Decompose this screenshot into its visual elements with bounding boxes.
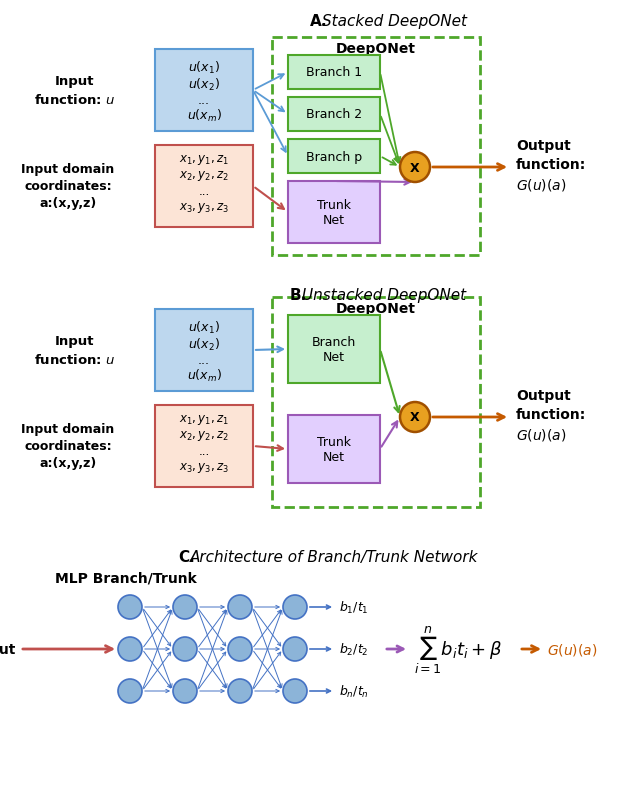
Text: $u(x_1)$: $u(x_1)$	[188, 60, 220, 76]
FancyBboxPatch shape	[288, 56, 380, 90]
Circle shape	[400, 153, 430, 183]
FancyBboxPatch shape	[155, 50, 253, 132]
Circle shape	[228, 595, 252, 619]
FancyBboxPatch shape	[155, 310, 253, 391]
Text: $u(x_1)$: $u(x_1)$	[188, 320, 220, 336]
Circle shape	[283, 679, 307, 703]
Text: DeepONet: DeepONet	[336, 302, 416, 316]
Text: $\sum_{i=1}^{n}b_it_i+\beta$: $\sum_{i=1}^{n}b_it_i+\beta$	[414, 623, 502, 675]
Text: $x_3,y_3,z_3$: $x_3,y_3,z_3$	[179, 460, 229, 475]
Circle shape	[118, 679, 142, 703]
FancyBboxPatch shape	[155, 146, 253, 228]
Text: Trunk
Net: Trunk Net	[317, 199, 351, 227]
Text: Trunk
Net: Trunk Net	[317, 435, 351, 464]
Text: $x_1,y_1,z_1$: $x_1,y_1,z_1$	[179, 153, 229, 167]
Text: Unstacked DeepONet: Unstacked DeepONet	[302, 288, 466, 302]
Text: $x_2,y_2,z_2$: $x_2,y_2,z_2$	[179, 168, 229, 183]
Text: $G(u)(a)$: $G(u)(a)$	[547, 642, 598, 657]
Text: $x_3,y_3,z_3$: $x_3,y_3,z_3$	[179, 200, 229, 215]
Text: $u(x_m)$: $u(x_m)$	[186, 107, 221, 124]
Circle shape	[228, 638, 252, 661]
Circle shape	[228, 679, 252, 703]
Text: B.: B.	[290, 288, 307, 302]
FancyBboxPatch shape	[288, 316, 380, 383]
Circle shape	[283, 595, 307, 619]
Text: $x_2,y_2,z_2$: $x_2,y_2,z_2$	[179, 428, 229, 443]
Text: Branch 1: Branch 1	[306, 67, 362, 79]
Text: $u(x_m)$: $u(x_m)$	[186, 367, 221, 383]
Text: ...: ...	[198, 94, 210, 107]
Text: Stacked DeepONet: Stacked DeepONet	[322, 14, 467, 29]
FancyBboxPatch shape	[155, 406, 253, 488]
Circle shape	[173, 679, 197, 703]
Circle shape	[283, 638, 307, 661]
Text: ...: ...	[198, 184, 210, 198]
Circle shape	[118, 595, 142, 619]
Text: $b_n/t_n$: $b_n/t_n$	[339, 683, 369, 699]
Text: C.: C.	[178, 549, 195, 565]
Text: MLP Branch/Trunk: MLP Branch/Trunk	[55, 571, 196, 585]
Text: Branch 2: Branch 2	[306, 108, 362, 121]
Text: Input: Input	[0, 642, 16, 656]
Circle shape	[400, 403, 430, 432]
FancyBboxPatch shape	[288, 415, 380, 484]
Text: $u(x_2)$: $u(x_2)$	[188, 337, 220, 353]
Circle shape	[173, 638, 197, 661]
Text: Branch p: Branch p	[306, 150, 362, 164]
Text: Input
function: $u$: Input function: $u$	[34, 75, 116, 107]
Text: Output
function:
$G(u)(a)$: Output function: $G(u)(a)$	[516, 389, 586, 442]
FancyBboxPatch shape	[288, 182, 380, 244]
Text: A.: A.	[310, 14, 328, 29]
Text: X: X	[410, 161, 420, 174]
Text: $x_1,y_1,z_1$: $x_1,y_1,z_1$	[179, 412, 229, 427]
Text: ...: ...	[198, 354, 210, 367]
FancyBboxPatch shape	[288, 98, 380, 132]
Circle shape	[118, 638, 142, 661]
Text: Input domain
coordinates:
a:(x,y,z): Input domain coordinates: a:(x,y,z)	[21, 164, 115, 210]
Text: $b_2/t_2$: $b_2/t_2$	[339, 641, 369, 657]
Circle shape	[173, 595, 197, 619]
Text: Architecture of Branch/Trunk Network: Architecture of Branch/Trunk Network	[190, 549, 479, 565]
Text: Input domain
coordinates:
a:(x,y,z): Input domain coordinates: a:(x,y,z)	[21, 423, 115, 470]
Text: ...: ...	[198, 444, 210, 457]
Text: $u(x_2)$: $u(x_2)$	[188, 77, 220, 93]
FancyBboxPatch shape	[288, 140, 380, 174]
Text: Input
function: $u$: Input function: $u$	[34, 335, 116, 367]
Text: Output
function:
$G(u)(a)$: Output function: $G(u)(a)$	[516, 139, 586, 192]
Text: Branch
Net: Branch Net	[312, 335, 356, 363]
Text: $b_1/t_1$: $b_1/t_1$	[339, 599, 369, 615]
Text: DeepONet: DeepONet	[336, 42, 416, 56]
Text: X: X	[410, 411, 420, 424]
